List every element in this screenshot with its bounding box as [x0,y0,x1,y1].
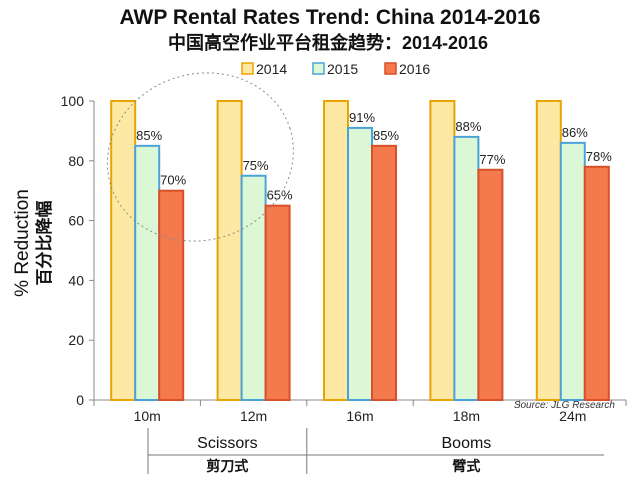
group-label-booms: Booms [442,435,492,452]
bar-2014-16m [323,100,349,401]
group-label-scissors: Scissors [197,435,257,452]
y-tick-label: 100 [61,93,85,109]
y-tick-label: 0 [76,392,84,408]
data-label: 77% [479,152,505,167]
data-label: 86% [562,125,588,140]
bar-2014-12m [216,100,243,401]
bar-2015-18m [453,135,480,401]
bar-2015-10m [134,144,161,401]
bar-2016-10m [158,189,185,401]
data-label: 78% [586,149,612,164]
legend-swatch-2014 [241,62,254,75]
bar-2014-18m [429,100,456,401]
y-axis-label-cn: 百分比降幅 [34,201,54,286]
bar-2016-16m [371,144,397,401]
y-tick-label: 40 [68,272,84,288]
x-tick-label: 24m [559,408,586,424]
legend: 2014 2015 2016 [241,61,430,77]
bar-2015-12m [240,174,267,401]
legend-swatch-2015 [312,62,325,75]
y-tick-label: 20 [68,332,84,348]
data-label: 70% [160,173,186,188]
data-label: 85% [373,128,399,143]
legend-swatch-2016 [384,62,397,75]
x-tick-label: 12m [240,408,267,424]
x-tick-label: 16m [346,408,373,424]
chart-title: AWP Rental Rates Trend: China 2014-2016 [120,6,541,29]
legend-label-2016: 2016 [399,61,430,77]
chart-subtitle: 中国高空作业平台租金趋势：2014-2016 [168,32,488,53]
bar-2016-12m [264,204,291,401]
x-tick-label: 10m [134,408,161,424]
data-label: 88% [455,119,481,134]
y-axis-label: % Reduction [12,189,33,297]
bar-2015-16m [347,126,373,401]
data-label: 85% [136,128,162,143]
legend-label-2015: 2015 [327,61,358,77]
group-label-cn: 臂式 [452,458,480,474]
y-tick-label: 80 [68,153,84,169]
bar-2014-24m [535,100,562,401]
source-annotation: Source: JLG Research [514,400,616,411]
bar-2015-24m [559,141,586,402]
data-label: 75% [243,158,269,173]
data-label: 91% [349,110,375,125]
bar-2016-18m [477,168,504,401]
bar-2014-10m [110,100,137,401]
highlight-ellipse [106,72,294,242]
x-tick-label: 18m [453,408,480,424]
legend-label-2014: 2014 [256,61,287,77]
y-tick-label: 60 [68,213,84,229]
bar-2016-24m [583,165,610,401]
group-label-cn: 剪刀式 [206,458,248,474]
